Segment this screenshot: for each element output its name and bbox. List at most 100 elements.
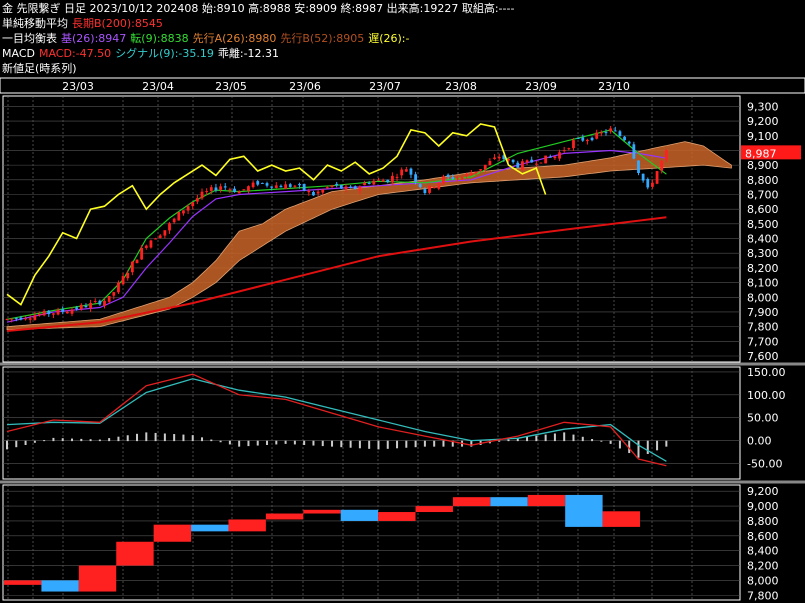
candle-body (103, 300, 106, 306)
chikou-line (6, 123, 547, 306)
header-line-1: 金 先限繋ぎ 日足 2023/10/12 202408 始:8910 高:898… (2, 1, 518, 16)
macd-hist-bar (117, 436, 120, 442)
candle-body (363, 182, 366, 186)
macd-hist-bar (526, 436, 529, 442)
candle-body (599, 132, 603, 134)
candle-body (618, 131, 622, 137)
candle-body (186, 206, 190, 211)
shinne-block (490, 497, 528, 507)
candle-body (637, 160, 640, 173)
price-tick-label: 9,200 (747, 115, 779, 128)
shinne-block (452, 497, 491, 507)
macd-hist-bar (293, 440, 296, 445)
candle-body (117, 282, 120, 293)
macd-hist-bar (451, 440, 454, 447)
chikou-value: 遅(26):- (368, 32, 410, 45)
candle-body (182, 210, 185, 214)
candle-body (135, 259, 139, 264)
candle-body (42, 310, 46, 316)
macd-hist-bar (618, 440, 621, 449)
vertical-gridlines (7, 96, 693, 600)
shinne-block (116, 541, 154, 566)
candle-body (70, 309, 74, 314)
ichimoku-cloud (6, 141, 732, 331)
shinne-tick-label: 8,000 (747, 574, 779, 587)
candle-body (140, 247, 144, 260)
month-label: 23/09 (525, 80, 557, 93)
candle-body (572, 140, 575, 149)
candle-body (154, 238, 157, 240)
month-label: 23/04 (142, 80, 174, 93)
candle-body (651, 182, 654, 187)
macd-hist-bar (535, 435, 538, 442)
candle-body (627, 141, 631, 144)
ichimoku-label: 一目均衡表 (2, 32, 57, 45)
candle-body (423, 189, 427, 193)
price-tick-label: 8,800 (747, 174, 779, 187)
candle-body (284, 184, 287, 189)
price-tick-label: 8,600 (747, 203, 779, 216)
senkoA-value: 先行A(26):8980 (192, 32, 277, 45)
shinne-block (602, 511, 640, 527)
macd-tick-label: 100.00 (747, 389, 786, 402)
macd-hist-bar (33, 440, 36, 443)
candle-body (664, 150, 668, 160)
macd-hist-bar (646, 440, 649, 454)
candle-body (330, 185, 334, 188)
signal-value: シグナル(9):-35.19 (115, 47, 214, 60)
macd-hist-bar (219, 440, 222, 443)
candle-body (344, 186, 348, 190)
candle-body (163, 230, 167, 236)
candle-body (61, 309, 65, 312)
candle-body (47, 310, 51, 315)
candle-body (93, 301, 97, 303)
shinne-blocks (4, 494, 640, 592)
macd-hist-bar (498, 440, 501, 442)
candles (5, 125, 668, 324)
candle-body (223, 186, 227, 188)
macd-hist-bar (516, 437, 519, 442)
candle-body (586, 139, 589, 142)
senkoB-value: 先行B(52):8905 (280, 32, 365, 45)
macd-hist-bar (145, 432, 148, 442)
shinne-block (303, 509, 341, 514)
candle-body (409, 168, 413, 175)
candle-body (205, 191, 209, 193)
macd-hist-bar (191, 435, 194, 442)
macd-signal-line (6, 378, 667, 462)
shinne-block (4, 580, 42, 585)
price-tick-label: 8,200 (747, 262, 779, 275)
candle-body (288, 184, 292, 187)
candle-body (349, 186, 353, 188)
month-label: 23/07 (369, 80, 401, 93)
macd-hist-bar (275, 440, 278, 445)
candle-body (56, 309, 60, 315)
candle-body (367, 182, 371, 184)
kijun-value: 基(26):8947 (61, 32, 127, 45)
price-tick-label: 8,700 (747, 188, 779, 201)
candle-body (233, 188, 236, 193)
candle-body (89, 303, 92, 309)
candle-body (33, 315, 37, 320)
shinne-tick-label: 8,200 (747, 560, 779, 573)
macd-hist-bar (238, 440, 241, 447)
month-label: 23/10 (598, 80, 630, 93)
macd-hist-bar (43, 440, 46, 442)
macd-line (6, 373, 667, 467)
candle-body (307, 190, 311, 193)
candle-body (256, 181, 260, 185)
candle-body (293, 185, 297, 187)
shinne-tick-label: 9,200 (747, 485, 779, 498)
candle-body (126, 272, 130, 279)
macd-hist-bar (312, 440, 315, 446)
candle-body (497, 156, 501, 159)
candle-body (10, 318, 14, 320)
candle-body (79, 304, 83, 310)
candle-body (483, 164, 487, 170)
macd-tick-label: 50.00 (747, 412, 779, 425)
shinne-block (340, 509, 379, 521)
price-tick-label: 8,000 (747, 291, 779, 304)
macd-hist-bar (80, 438, 83, 442)
candle-body (191, 202, 195, 207)
